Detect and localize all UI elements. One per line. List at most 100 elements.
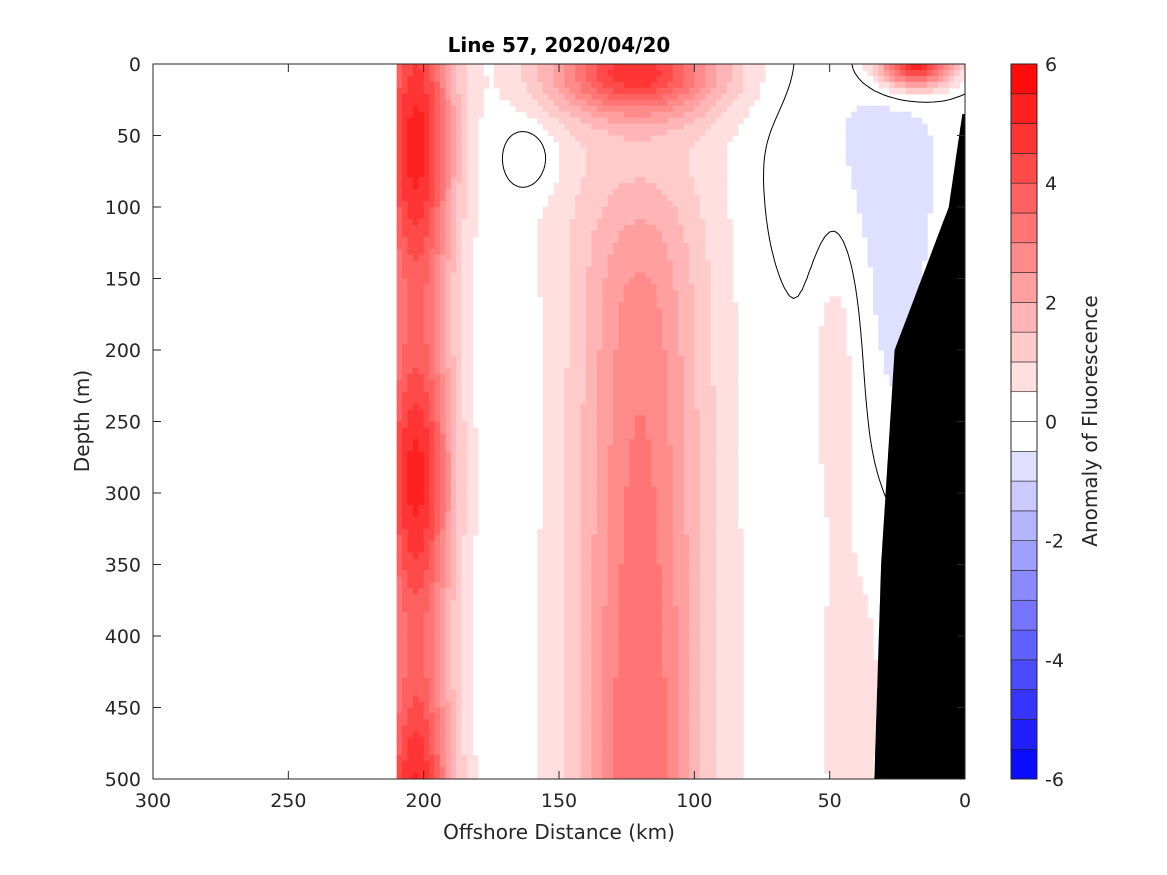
field-cell xyxy=(466,409,473,417)
field-cell xyxy=(396,159,403,166)
field-cell xyxy=(423,445,430,452)
field-cell xyxy=(699,272,706,280)
field-cell xyxy=(445,421,452,429)
field-cell xyxy=(618,457,625,464)
field-cell xyxy=(753,93,760,101)
field-cell xyxy=(651,218,658,226)
field-cell xyxy=(429,385,436,393)
field-cell xyxy=(688,427,695,435)
field-cell xyxy=(439,350,446,357)
field-cell xyxy=(889,177,896,184)
field-cell xyxy=(569,540,576,548)
field-cell xyxy=(607,236,614,244)
field-cell xyxy=(423,516,430,524)
field-cell xyxy=(569,153,576,160)
field-cell xyxy=(694,81,701,89)
field-cell xyxy=(651,272,658,280)
field-cell xyxy=(602,433,609,440)
field-cell xyxy=(661,218,668,226)
field-cell xyxy=(412,135,419,143)
field-cell xyxy=(423,332,430,339)
field-cell xyxy=(586,403,593,411)
field-cell xyxy=(710,540,717,548)
field-cell xyxy=(580,439,587,446)
field-cell xyxy=(429,540,436,548)
field-cell xyxy=(445,457,452,464)
field-cell xyxy=(634,248,641,256)
field-cell xyxy=(651,540,658,548)
field-cell xyxy=(418,81,425,89)
field-cell xyxy=(613,421,620,429)
field-cell xyxy=(434,171,441,178)
field-cell xyxy=(580,147,587,154)
field-cell xyxy=(396,201,403,208)
field-cell xyxy=(921,171,928,178)
field-cell xyxy=(586,463,593,470)
field-cell xyxy=(867,183,874,190)
field-cell xyxy=(867,64,874,71)
field-cell xyxy=(396,296,403,303)
field-cell xyxy=(472,230,479,238)
field-cell xyxy=(461,463,468,470)
field-cell xyxy=(900,87,907,95)
field-cell xyxy=(596,230,603,238)
field-cell xyxy=(596,439,603,446)
field-cell xyxy=(715,183,722,190)
field-cell xyxy=(553,218,560,226)
field-cell xyxy=(743,87,750,95)
field-cell xyxy=(591,75,598,83)
field-cell xyxy=(618,183,625,190)
field-cell xyxy=(434,93,441,101)
field-cell xyxy=(688,284,695,292)
field-cell xyxy=(466,421,473,429)
field-cell xyxy=(450,540,457,548)
field-cell xyxy=(721,296,728,303)
field-cell xyxy=(521,99,528,107)
field-cell xyxy=(466,81,473,89)
field-cell xyxy=(694,451,701,458)
field-cell xyxy=(618,218,625,226)
field-cell xyxy=(623,403,630,411)
field-cell xyxy=(461,469,468,476)
field-cell xyxy=(456,355,463,363)
field-cell xyxy=(602,367,609,375)
field-cell xyxy=(456,69,463,77)
field-cell xyxy=(661,254,668,262)
field-cell xyxy=(937,81,944,89)
field-cell xyxy=(715,284,722,292)
field-cell xyxy=(672,105,679,113)
field-cell xyxy=(553,207,560,214)
field-cell xyxy=(916,212,923,220)
field-cell xyxy=(910,248,917,256)
field-cell xyxy=(661,546,668,554)
field-cell xyxy=(412,266,419,274)
field-cell xyxy=(683,248,690,256)
field-cell xyxy=(407,230,414,238)
field-cell xyxy=(553,314,560,321)
field-cell xyxy=(575,111,582,119)
field-cell xyxy=(818,332,825,339)
field-cell xyxy=(618,212,625,220)
field-cell xyxy=(575,475,582,482)
field-cell xyxy=(634,195,641,202)
field-cell xyxy=(456,177,463,184)
field-cell xyxy=(927,141,934,149)
field-cell xyxy=(878,165,885,172)
field-cell xyxy=(851,135,858,143)
field-cell xyxy=(829,433,836,440)
field-cell xyxy=(916,189,923,196)
field-cell xyxy=(829,427,836,435)
field-cell xyxy=(705,433,712,440)
field-cell xyxy=(613,493,620,500)
field-cell xyxy=(618,540,625,548)
field-cell xyxy=(910,69,917,77)
field-cell xyxy=(586,177,593,184)
field-cell xyxy=(537,99,544,107)
field-cell xyxy=(607,463,614,470)
field-cell xyxy=(629,391,636,399)
field-cell xyxy=(613,111,620,119)
field-cell xyxy=(618,284,625,292)
field-cell xyxy=(867,230,874,238)
field-cell xyxy=(667,361,674,369)
field-cell xyxy=(743,111,750,119)
